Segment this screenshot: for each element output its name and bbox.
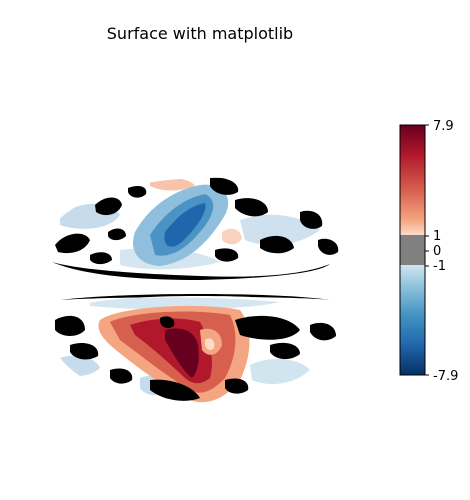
colorbar-gradient	[399, 124, 426, 376]
colorbar-tick-min: -7.9	[433, 369, 458, 384]
colorbar-tick-pos-threshold: 1	[433, 229, 441, 244]
figure-title: Surface with matplotlib	[106, 24, 294, 43]
colorbar-tick-max: 7.9	[433, 119, 454, 134]
brain-surface-top	[46, 177, 342, 280]
colorbar-tick-zero: 0	[433, 244, 441, 259]
brain-surface-bottom	[47, 294, 341, 404]
colorbar-tick-neg-threshold: -1	[433, 259, 446, 274]
colorbar: 7.9 1 0 -1 -7.9	[399, 119, 458, 384]
